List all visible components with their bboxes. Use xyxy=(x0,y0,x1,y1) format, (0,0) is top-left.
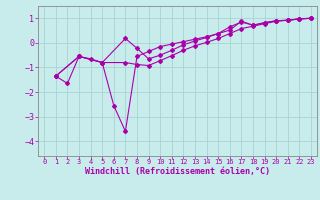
X-axis label: Windchill (Refroidissement éolien,°C): Windchill (Refroidissement éolien,°C) xyxy=(85,167,270,176)
